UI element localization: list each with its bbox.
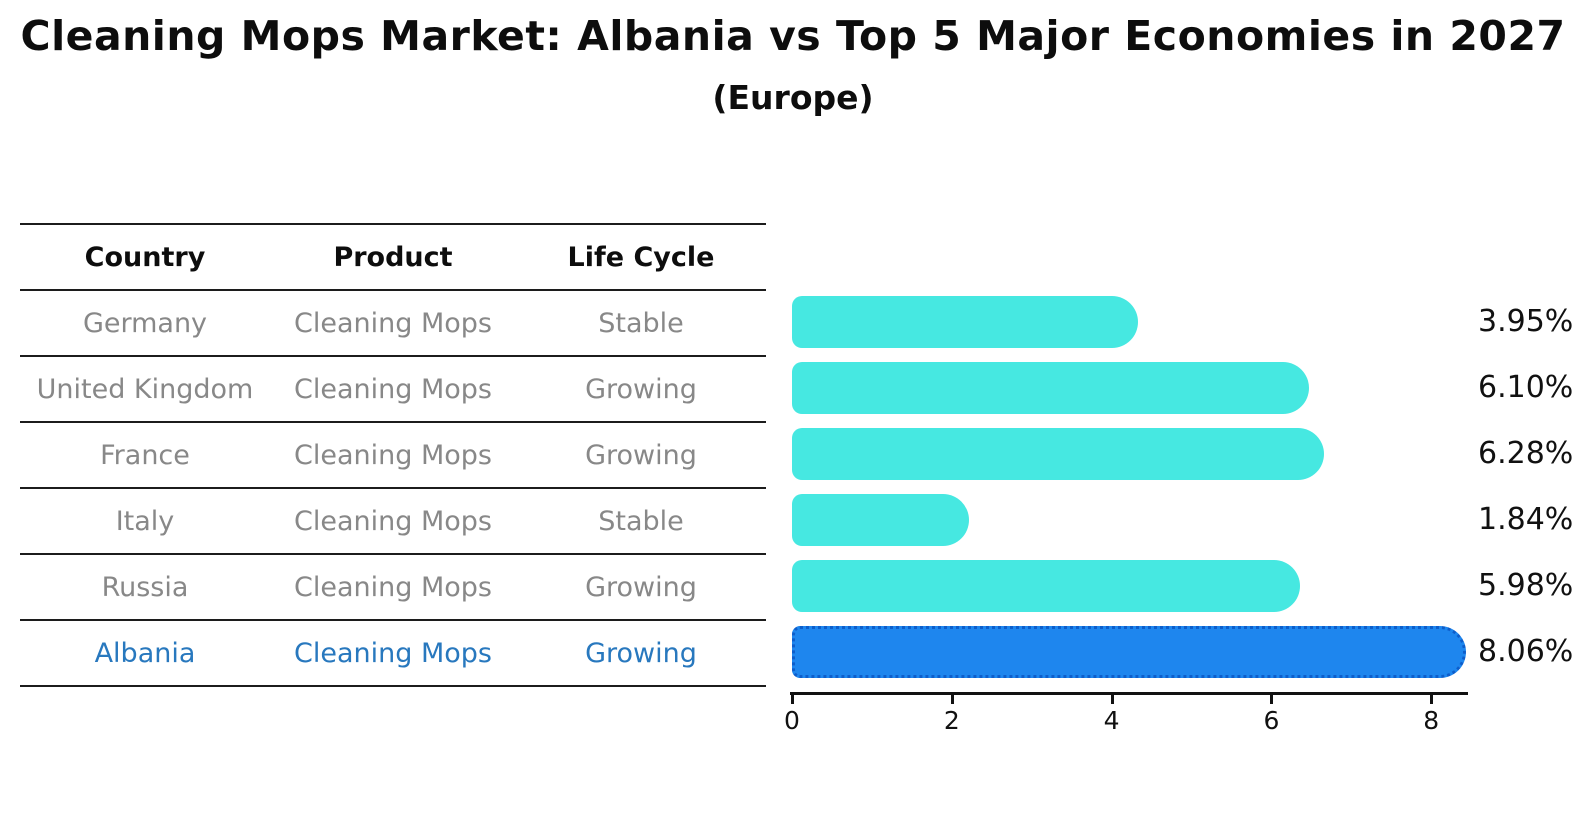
value-label-italy: 1.84% <box>1478 502 1574 537</box>
country-table: Country Product Life Cycle Germany Cleaning… <box>20 223 766 687</box>
product-cell: Cleaning Mops <box>294 637 492 669</box>
country-cell: France <box>100 439 190 471</box>
column-header-country: Country <box>84 241 206 273</box>
column-header-product: Product <box>333 241 453 273</box>
country-cell: Germany <box>82 307 208 339</box>
column-header-life-cycle: Life Cycle <box>567 241 715 273</box>
table-row-albania: Albania Cleaning Mops Growing <box>20 621 766 687</box>
product-cell: Cleaning Mops <box>294 505 492 537</box>
x-tick-label-8: 8 <box>1423 706 1440 735</box>
chart-subtitle: (Europe) <box>712 78 874 117</box>
product-cell: Cleaning Mops <box>294 439 492 471</box>
chart-title: Cleaning Mops Market: Albania vs Top 5 M… <box>20 12 1566 60</box>
table-row-germany: Germany Cleaning Mops Stable <box>20 291 766 357</box>
x-tick-mark-6 <box>1270 695 1274 704</box>
life-cycle-cell: Growing <box>585 439 697 471</box>
table-header-row: Country Product Life Cycle <box>20 225 766 291</box>
bar-italy <box>792 494 969 546</box>
table-row-russia: Russia Cleaning Mops Growing <box>20 555 766 621</box>
value-label-albania: 8.06% <box>1478 634 1574 669</box>
life-cycle-cell: Growing <box>585 571 697 603</box>
country-cell: Russia <box>101 571 189 603</box>
country-cell: Italy <box>115 505 175 537</box>
x-axis-line <box>790 692 1468 695</box>
table-row-france: France Cleaning Mops Growing <box>20 423 766 489</box>
x-tick-label-2: 2 <box>943 706 960 735</box>
product-cell: Cleaning Mops <box>294 571 492 603</box>
table-row-united-kingdom: United Kingdom Cleaning Mops Growing <box>20 357 766 423</box>
product-cell: Cleaning Mops <box>294 373 492 405</box>
country-cell: Albania <box>94 637 196 669</box>
x-tick-label-0: 0 <box>784 706 800 735</box>
value-label-united-kingdom: 6.10% <box>1478 370 1574 405</box>
x-tick-label-6: 6 <box>1263 706 1280 735</box>
value-label-russia: 5.98% <box>1478 568 1574 603</box>
bar-france <box>792 428 1324 480</box>
bar-germany <box>792 296 1138 348</box>
life-cycle-cell: Stable <box>598 307 684 339</box>
value-label-germany: 3.95% <box>1478 304 1574 339</box>
x-tick-mark-2 <box>950 695 954 704</box>
x-tick-mark-0 <box>791 695 794 704</box>
life-cycle-cell: Growing <box>585 637 697 669</box>
country-cell: United Kingdom <box>36 373 254 405</box>
bar-albania <box>792 626 1466 678</box>
x-tick-label-4: 4 <box>1103 706 1120 735</box>
bar-russia <box>792 560 1300 612</box>
life-cycle-cell: Stable <box>598 505 684 537</box>
table-row-italy: Italy Cleaning Mops Stable <box>20 489 766 555</box>
x-tick-mark-8 <box>1430 695 1434 704</box>
x-tick-mark-4 <box>1110 695 1114 704</box>
table-body: Germany Cleaning Mops Stable United Kingdom… <box>20 291 766 687</box>
life-cycle-cell: Growing <box>585 373 697 405</box>
value-label-france: 6.28% <box>1478 436 1574 471</box>
product-cell: Cleaning Mops <box>294 307 492 339</box>
bar-united-kingdom <box>792 362 1309 414</box>
